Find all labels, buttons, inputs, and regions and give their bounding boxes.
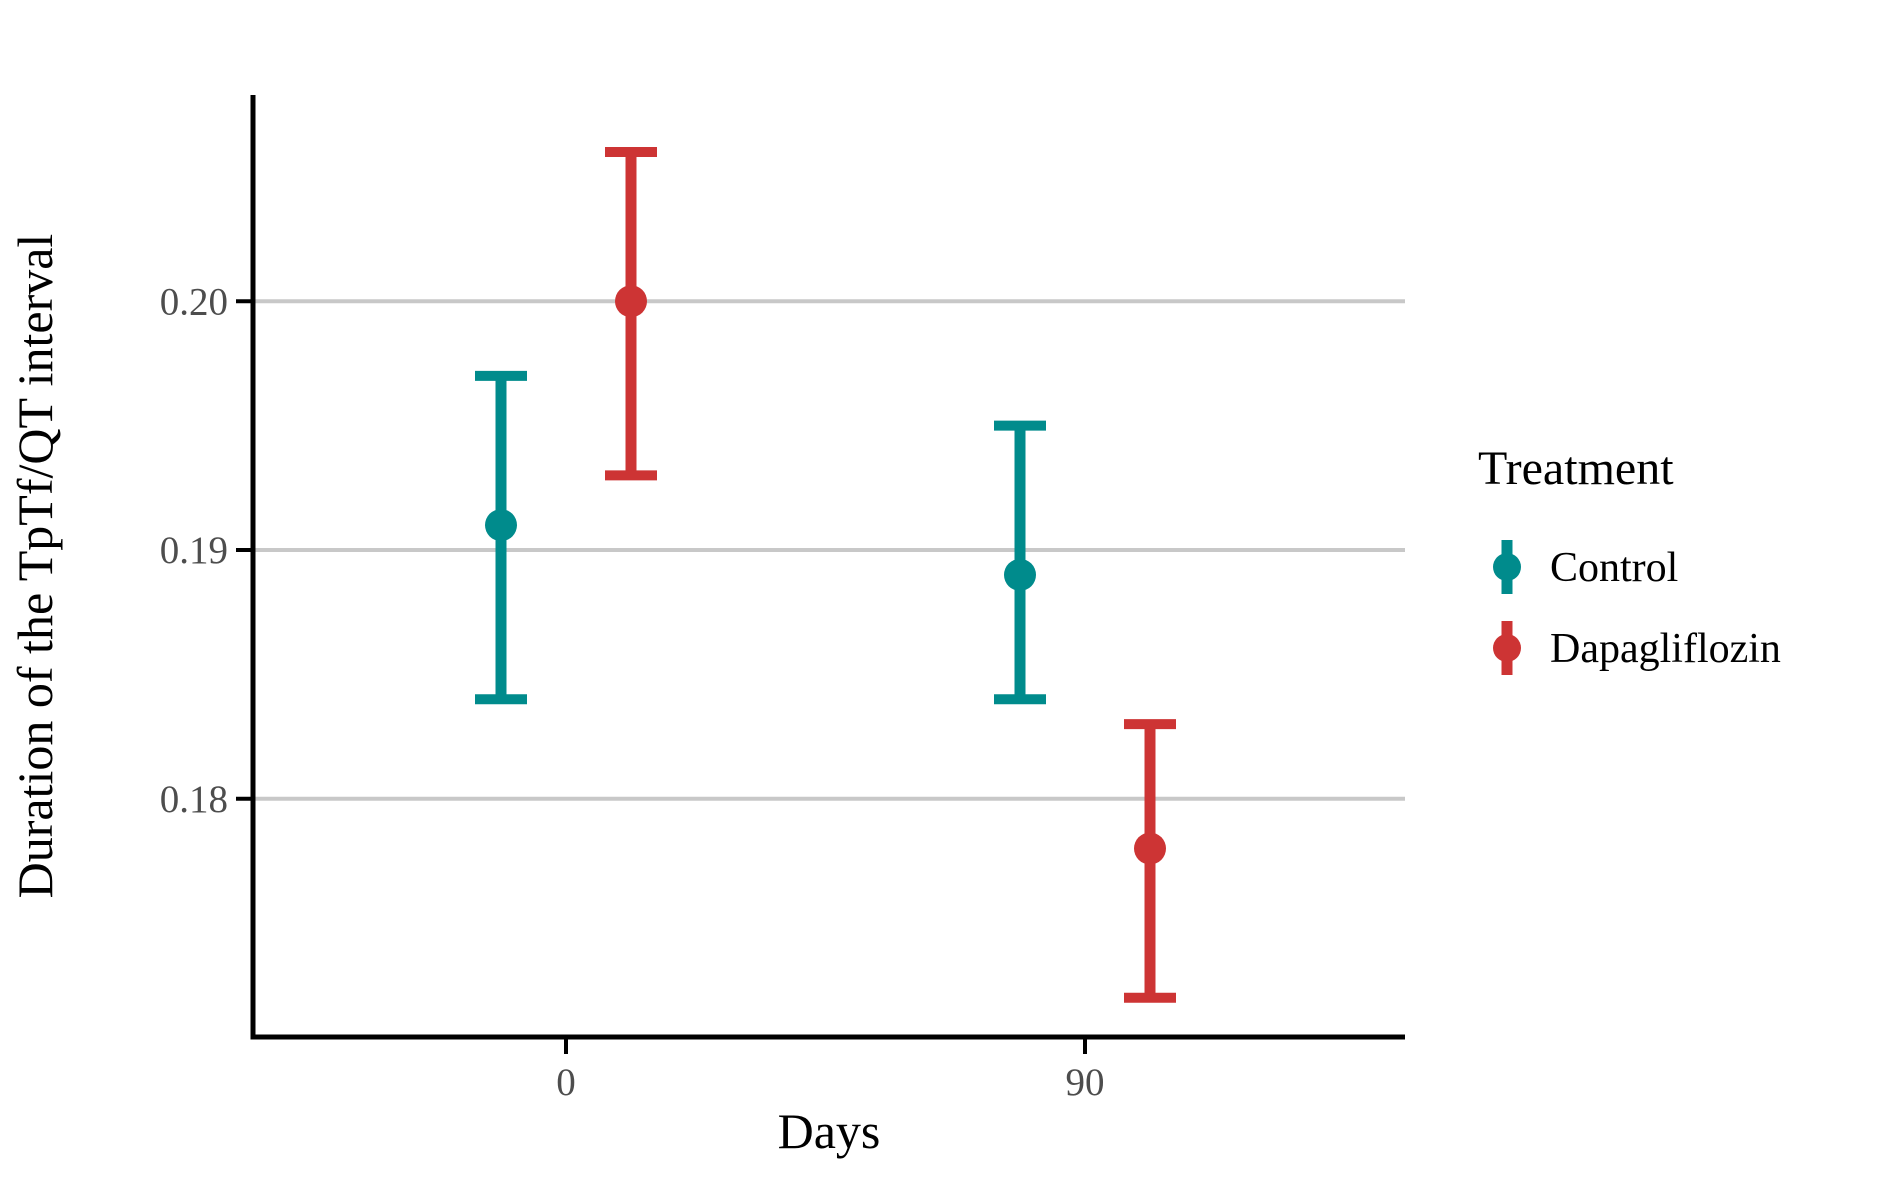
mean-point xyxy=(485,509,517,542)
legend-label: Control xyxy=(1550,545,1678,591)
legend-key-point xyxy=(1493,553,1521,581)
x-axis: 0 90 xyxy=(556,1039,1105,1104)
legend-title: Treatment xyxy=(1478,442,1674,495)
pointrange-control-day0 xyxy=(475,370,527,705)
y-tick-label: 0.20 xyxy=(160,280,228,323)
x-axis-title: Days xyxy=(778,1103,881,1159)
y-tick-label: 0.19 xyxy=(160,529,228,572)
legend-entry-dapagliflozin: Dapagliflozin xyxy=(1493,621,1781,675)
legend-key-dapagliflozin-icon xyxy=(1493,621,1521,675)
mean-point xyxy=(1004,558,1036,591)
y-axis: 0.20 0.19 0.18 xyxy=(160,280,251,821)
legend-key-control-icon xyxy=(1493,540,1521,594)
legend-key-point xyxy=(1493,634,1521,662)
pointrange-dapagliflozin-day90 xyxy=(1124,719,1176,1003)
mean-point xyxy=(615,285,647,318)
legend-entry-control: Control xyxy=(1493,540,1678,594)
legend: Treatment Control Dapagliflozin xyxy=(1478,442,1781,675)
x-tick-label: 90 xyxy=(1066,1061,1105,1104)
x-tick-label: 0 xyxy=(556,1061,576,1104)
gridlines xyxy=(253,299,1405,801)
series-control xyxy=(475,370,1046,705)
series-dapagliflozin xyxy=(605,147,1176,1003)
pointrange-control-day90 xyxy=(994,420,1046,705)
mean-point xyxy=(1134,832,1166,865)
y-tick-label: 0.18 xyxy=(160,778,228,821)
pointrange-dapagliflozin-day0 xyxy=(605,147,657,481)
legend-label: Dapagliflozin xyxy=(1550,626,1781,672)
y-axis-title: Duration of the TpTf/QT interval xyxy=(7,234,63,899)
